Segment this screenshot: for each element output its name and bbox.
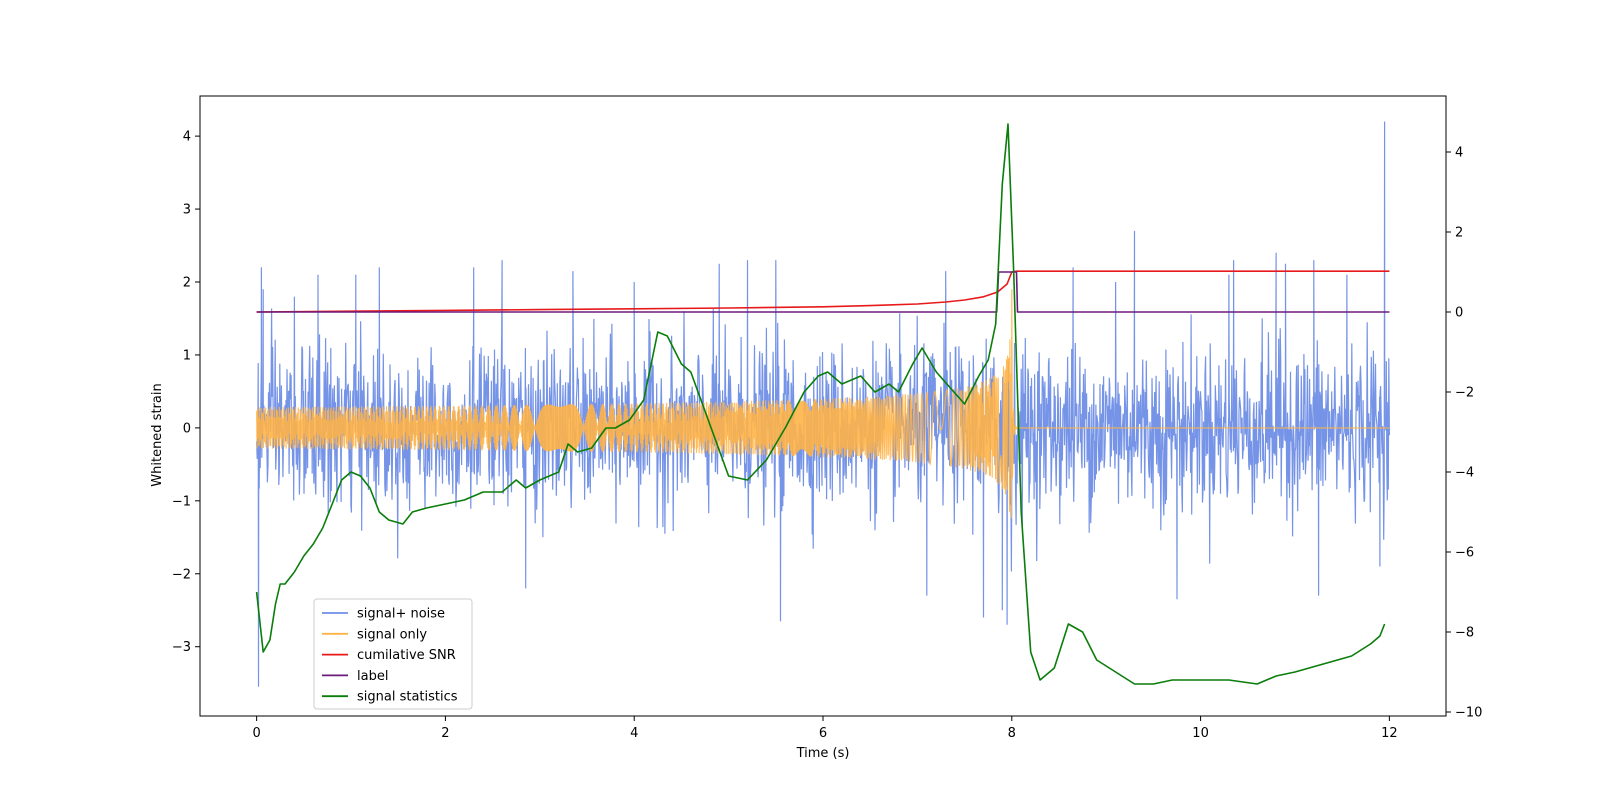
y-tick-label: 0 xyxy=(183,421,191,436)
legend-label: signal only xyxy=(357,627,427,642)
legend-entry-signal-noise: signal+ noise xyxy=(322,607,445,622)
y-tick-label: 4 xyxy=(183,130,191,145)
legend-box xyxy=(313,598,473,710)
y-tick-label: 3 xyxy=(183,203,191,218)
y-tick-label: −3 xyxy=(172,640,191,655)
y2-tick-label: −6 xyxy=(1455,546,1474,561)
legend-entry-signal-statistics: signal statistics xyxy=(322,690,458,705)
legend-label: signal statistics xyxy=(357,690,458,705)
y2-tick-label: −4 xyxy=(1455,466,1474,481)
y2-tick-label: −8 xyxy=(1455,626,1474,641)
y2-tick-label: 4 xyxy=(1455,146,1463,161)
x-tick-label: 10 xyxy=(1192,726,1209,741)
legend-entry-signal-only: signal only xyxy=(322,627,427,642)
y-axis-right: −10 −8 −6 −4 −2 0 2 4 xyxy=(1446,146,1482,721)
legend-entry-label: label xyxy=(322,669,388,684)
x-tick-label: 6 xyxy=(819,726,827,741)
y2-tick-label: 0 xyxy=(1455,306,1463,321)
series-cumilative-snr xyxy=(256,270,1390,313)
y-axis-left: −3 −2 −1 0 1 2 3 4 xyxy=(172,130,200,655)
legend-entry-cumilative-snr: cumilative SNR xyxy=(322,648,456,663)
legend: signal+ noise signal only cumilative SNR la… xyxy=(313,598,473,710)
series-signal-only xyxy=(256,289,1390,519)
y2-tick-label: 2 xyxy=(1455,226,1463,241)
y-tick-label: −1 xyxy=(172,494,191,509)
y-tick-label: 2 xyxy=(183,276,191,291)
x-axis: 0 2 4 6 8 10 12 xyxy=(252,716,1398,741)
y-tick-label: 1 xyxy=(183,348,191,363)
legend-label: signal+ noise xyxy=(357,607,445,622)
y2-tick-label: −10 xyxy=(1455,706,1482,721)
x-tick-label: 8 xyxy=(1008,726,1016,741)
x-tick-label: 0 xyxy=(252,726,260,741)
y-tick-label: −2 xyxy=(172,567,191,582)
x-tick-label: 12 xyxy=(1381,726,1398,741)
x-axis-label: Time (s) xyxy=(796,746,850,761)
series-signal-statistics xyxy=(255,123,1386,685)
x-tick-label: 2 xyxy=(441,726,449,741)
x-tick-label: 4 xyxy=(630,726,638,741)
legend-label: cumilative SNR xyxy=(357,648,456,663)
y2-tick-label: −2 xyxy=(1455,386,1474,401)
series-label xyxy=(256,271,1390,313)
y-axis-label: Whitened strain xyxy=(150,383,165,486)
legend-label: label xyxy=(357,669,388,684)
series-layer xyxy=(255,121,1390,687)
